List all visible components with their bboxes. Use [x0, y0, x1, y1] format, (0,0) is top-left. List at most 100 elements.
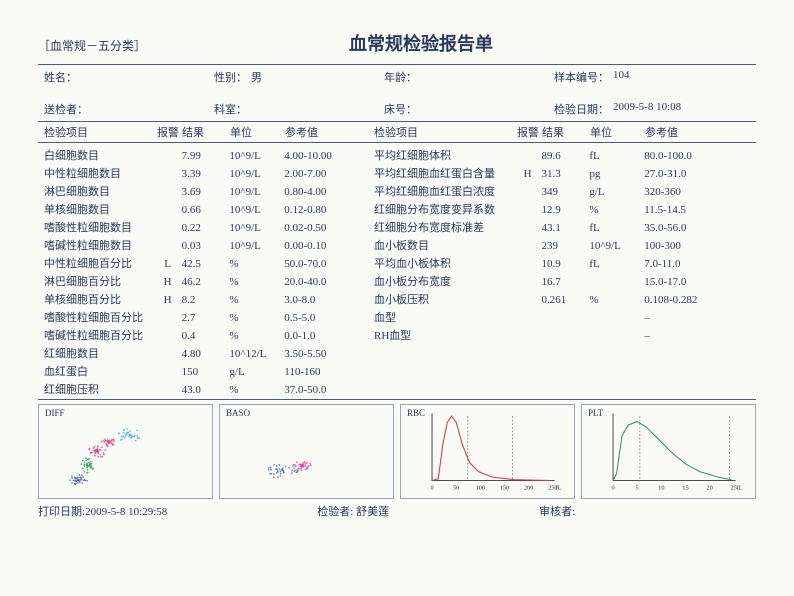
print-date-label: 打印日期:: [38, 506, 85, 518]
table-row: 中性粒细胞百分比L42.5%50.0-70.0: [38, 255, 368, 273]
item-name: 血小板压积: [374, 292, 514, 308]
item-ref: 35.0-56.0: [644, 220, 722, 236]
footer-divider: [38, 399, 756, 400]
item-flag: [154, 220, 182, 236]
baso-chart-title: BASO: [226, 408, 250, 418]
item-unit: 10^9/L: [229, 184, 284, 200]
item-result: 0.4: [182, 328, 230, 344]
sample-value: 104: [613, 69, 630, 85]
item-flag: H: [514, 166, 542, 182]
age-field: 年龄：: [384, 69, 534, 85]
reviewer: 审核者:: [539, 503, 575, 519]
item-unit: 10^12/L: [229, 346, 284, 362]
item-name: 白细胞数目: [44, 148, 154, 164]
item-name: 淋巴细胞数目: [44, 184, 154, 200]
item-ref: 0.80-4.00: [284, 184, 362, 200]
rbc-chart: RBC 050100150200250fL: [400, 404, 575, 499]
item-unit: %: [229, 256, 284, 272]
item-result: 10.9: [542, 256, 590, 272]
item-result: 150: [182, 364, 230, 380]
item-ref: 0.108-0.282: [644, 292, 722, 308]
item-flag: [514, 202, 542, 218]
reviewer-label: 审核者:: [539, 506, 575, 518]
col-ref-l: 参考值: [285, 124, 363, 140]
table-row: 血小板分布宽度16.715.0-17.0: [368, 273, 728, 291]
item-flag: [514, 220, 542, 236]
item-name: 单核细胞数目: [44, 202, 154, 218]
item-result: 43.1: [542, 220, 590, 236]
item-flag: [514, 328, 542, 344]
item-ref: 0.12-0.80: [284, 202, 362, 218]
plt-curve-svg: 0510152025fL: [586, 409, 751, 494]
item-name: 红细胞压积: [44, 382, 154, 398]
item-flag: [514, 238, 542, 254]
item-ref: 3.0-8.0: [284, 292, 362, 308]
diff-chart: DIFF: [38, 404, 213, 499]
tester-label: 检验者:: [317, 506, 353, 518]
print-date-value: 2009-5-8 10:29:58: [85, 506, 167, 518]
item-flag: [514, 292, 542, 308]
item-name: 平均红细胞血红蛋白含量: [374, 166, 514, 182]
item-name: 嗜碱性粒细胞数目: [44, 238, 154, 254]
tester: 检验者: 舒美莲: [317, 503, 389, 519]
item-ref: 50.0-70.0: [284, 256, 362, 272]
plt-chart: PLT 0510152025fL: [581, 404, 756, 499]
item-ref: 4.00-10.00: [284, 148, 362, 164]
item-flag: H: [154, 292, 182, 308]
col-result-r: 结果: [542, 124, 590, 140]
age-label: 年龄：: [384, 69, 417, 85]
item-flag: [154, 382, 182, 398]
item-flag: [154, 148, 182, 164]
item-ref: –: [644, 328, 722, 344]
tester-value: 舒美莲: [353, 506, 389, 518]
baso-chart: BASO: [219, 404, 394, 499]
item-unit: 10^9/L: [589, 238, 644, 254]
header-row: ［血常规－五分类］ 血常规检验报告单: [38, 30, 756, 56]
item-name: 血小板数目: [374, 238, 514, 254]
item-ref: 320-360: [644, 184, 722, 200]
svg-text:15: 15: [682, 485, 688, 492]
item-name: 红细胞数目: [44, 346, 154, 362]
item-name: 平均红细胞体积: [374, 148, 514, 164]
item-result: [542, 310, 590, 326]
item-name: 平均血小板体积: [374, 256, 514, 272]
item-name: 嗜酸性粒细胞数目: [44, 220, 154, 236]
item-name: 红细胞分布宽度标准差: [374, 220, 514, 236]
item-unit: %: [229, 274, 284, 290]
item-result: 3.39: [182, 166, 230, 182]
item-result: 0.261: [542, 292, 590, 308]
item-unit: [589, 274, 644, 290]
item-result: 31.3: [542, 166, 590, 182]
item-flag: [514, 274, 542, 290]
item-name: 平均红细胞血红蛋白浓度: [374, 184, 514, 200]
sex-field: 性别： 男: [214, 69, 364, 85]
item-flag: [154, 364, 182, 380]
item-ref: 0.5-5.0: [284, 310, 362, 326]
table-row: 血小板数目23910^9/L100-300: [368, 237, 728, 255]
item-result: 349: [542, 184, 590, 200]
item-result: 3.69: [182, 184, 230, 200]
svg-text:0: 0: [611, 485, 614, 492]
item-name: 嗜酸性粒细胞百分比: [44, 310, 154, 326]
item-ref: 0.02-0.50: [284, 220, 362, 236]
col-unit-r: 单位: [590, 124, 645, 140]
svg-text:50: 50: [453, 485, 459, 492]
item-ref: 7.0-11.0: [644, 256, 722, 272]
item-name: 中性粒细胞数目: [44, 166, 154, 182]
dept-label: 科室：: [214, 101, 247, 117]
item-name: RH血型: [374, 328, 514, 344]
item-unit: %: [589, 202, 644, 218]
item-unit: fL: [589, 256, 644, 272]
item-result: 12.9: [542, 202, 590, 218]
item-flag: [514, 256, 542, 272]
item-ref: 80.0-100.0: [644, 148, 722, 164]
item-result: 0.22: [182, 220, 230, 236]
item-flag: [514, 310, 542, 326]
item-result: 4.80: [182, 346, 230, 362]
footer-info: 打印日期:2009-5-8 10:29:58 检验者: 舒美莲 审核者:: [38, 503, 756, 519]
sample-field: 样本编号： 104: [554, 69, 704, 85]
item-ref: 20.0-40.0: [284, 274, 362, 290]
item-flag: [154, 346, 182, 362]
item-name: 淋巴细胞百分比: [44, 274, 154, 290]
svg-text:5: 5: [636, 485, 639, 492]
